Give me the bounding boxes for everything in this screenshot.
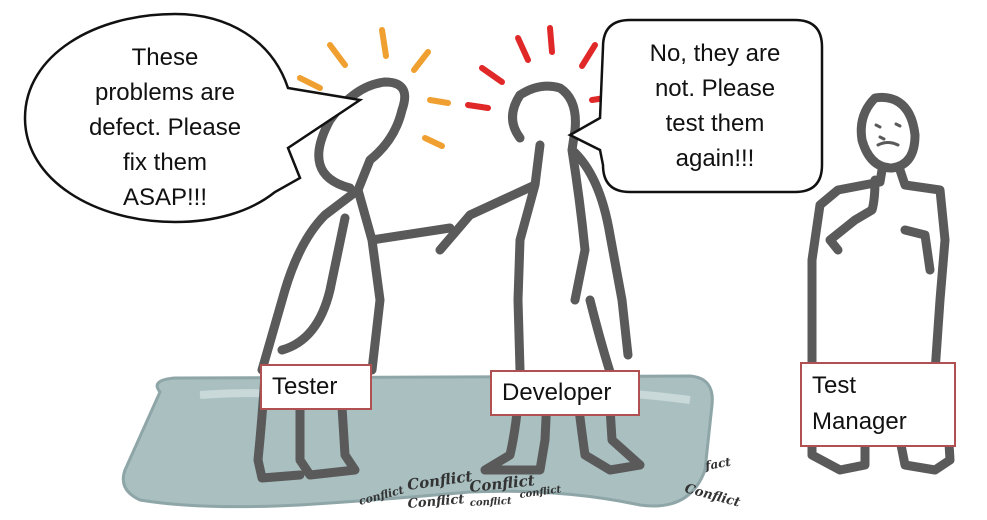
tester-figure: [253, 77, 455, 483]
test-manager-label-line: Manager: [812, 408, 907, 435]
tester-speech-text: These problems are defect. Please fix th…: [40, 40, 290, 215]
tester-label: Tester: [260, 364, 372, 410]
tester-speech-line: problems are: [94, 79, 236, 106]
developer-speech-line: test them: [665, 110, 765, 137]
developer-speech-line: No, they are: [649, 40, 781, 67]
developer-speech-text: No, they are not. Please test them again…: [610, 36, 820, 176]
developer-figure: [435, 81, 645, 475]
scribble-word-8: Conflict: [683, 481, 742, 510]
manager-face: [874, 122, 902, 147]
test-manager-figure: [807, 92, 955, 475]
tester-speech-line: defect. Please: [88, 114, 242, 141]
developer-label: Developer: [490, 370, 640, 416]
developer-speech-line: again!!!: [675, 145, 755, 172]
tester-speech-line: ASAP!!!: [122, 184, 208, 211]
test-manager-label: Test Manager: [800, 362, 956, 447]
developer-alarm-rays: [465, 25, 608, 111]
developer-speech-bubble: [567, 18, 824, 194]
scribble-word-5: conflict: [470, 496, 513, 509]
tester-speech-line: These: [131, 44, 199, 71]
tester-speech-bubble: [23, 12, 364, 224]
scribble-word-4: Conflict: [407, 492, 465, 512]
developer-speech-line: not. Please: [654, 75, 776, 102]
tester-speech-line: fix them: [122, 149, 208, 176]
test-manager-label-line: Test: [812, 372, 857, 399]
scribble-word-7: fact: [703, 455, 732, 474]
